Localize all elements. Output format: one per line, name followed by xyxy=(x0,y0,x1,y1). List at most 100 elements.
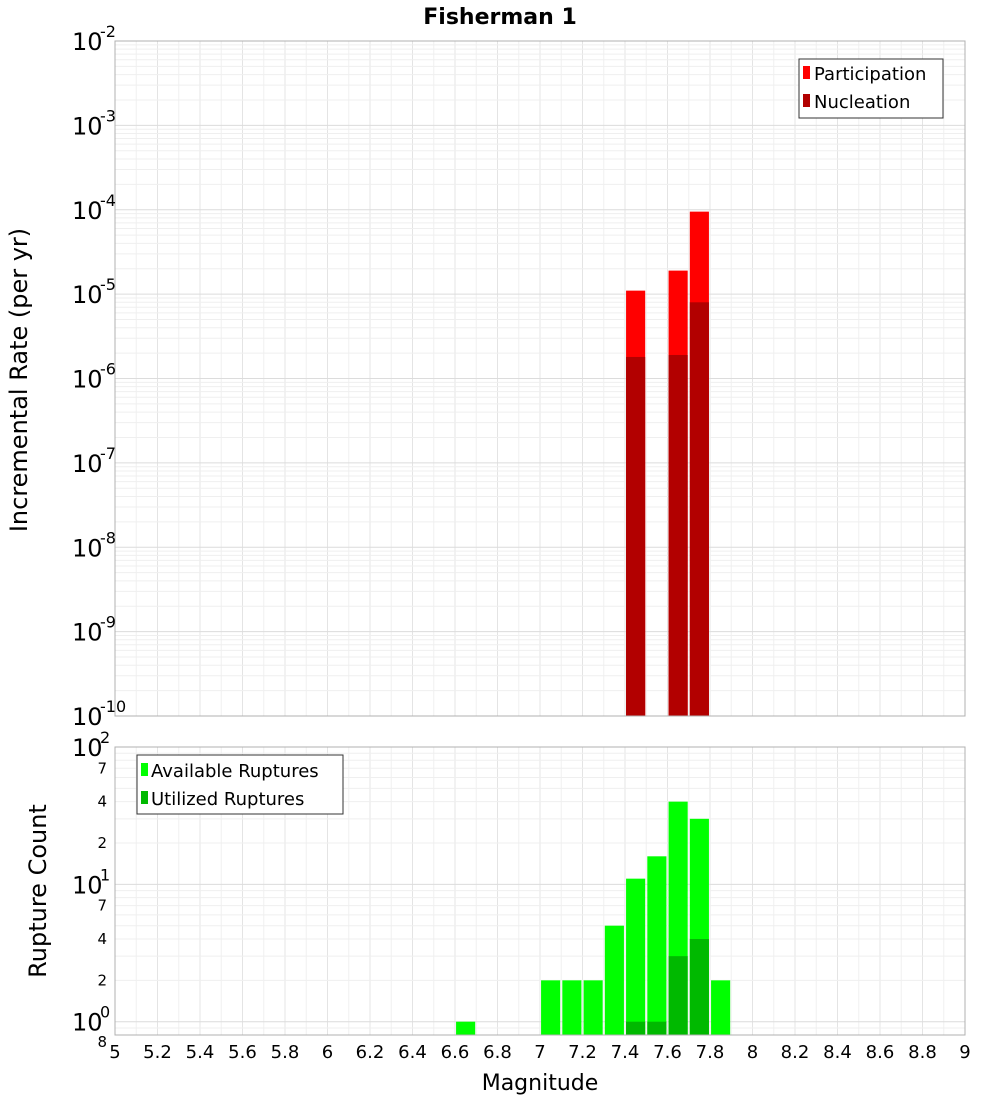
bottom-y-minor-tick-label: 4 xyxy=(97,930,107,948)
top-y-tick-base: 10 xyxy=(72,703,103,731)
top-y-tick-base: 10 xyxy=(72,450,103,478)
top-y-tick-label: 10-4 xyxy=(72,191,116,225)
bottom-y-tick-base: 10 xyxy=(72,1009,103,1037)
x-tick-label: 6 xyxy=(322,1042,333,1063)
bottom-y-tick-exponent: 0 xyxy=(100,1003,110,1022)
top-y-tick-base: 10 xyxy=(72,619,103,647)
bottom-y-minor-tick-label: 8 xyxy=(97,1033,107,1051)
x-tick-label: 8.6 xyxy=(866,1042,895,1063)
x-tick-label: 7 xyxy=(534,1042,545,1063)
participation-legend-label: Participation xyxy=(814,64,926,85)
participation-legend-swatch xyxy=(803,66,810,79)
top-y-tick-exponent: -8 xyxy=(100,528,116,547)
nucleation-bar xyxy=(689,302,709,716)
available-ruptures-bar xyxy=(456,1021,476,1035)
top-y-tick-label: 10-7 xyxy=(72,444,116,478)
top-y-tick-exponent: -7 xyxy=(100,444,116,463)
available-ruptures-bar xyxy=(562,980,582,1035)
top-legend-box xyxy=(798,58,944,119)
utilized-ruptures-bar xyxy=(668,956,688,1035)
available-ruptures-legend-label: Available Ruptures xyxy=(151,761,319,782)
bottom-legend: Available Ruptures Utilized Ruptures xyxy=(136,754,344,815)
bottom-y-minor-tick-label: 2 xyxy=(97,834,107,852)
bottom-y-tick-label: 101 xyxy=(72,865,110,899)
utilized-ruptures-bar xyxy=(647,1021,667,1035)
x-tick-label: 6.2 xyxy=(356,1042,385,1063)
top-y-tick-exponent: -10 xyxy=(100,697,126,716)
utilized-ruptures-legend-swatch xyxy=(141,791,148,804)
bottom-y-tick-label: 100 xyxy=(72,1003,110,1037)
available-ruptures-bar xyxy=(626,878,646,1035)
top-y-tick-base: 10 xyxy=(72,28,103,56)
top-grid xyxy=(114,41,966,717)
top-bars xyxy=(626,211,709,716)
top-y-tick-base: 10 xyxy=(72,112,103,140)
bottom-y-axis-label: Rupture Count xyxy=(24,804,52,978)
nucleation-bar xyxy=(626,356,646,716)
top-y-tick-label: 10-5 xyxy=(72,275,116,309)
x-tick-label: 5.4 xyxy=(186,1042,215,1063)
top-y-axis-label: Incremental Rate (per yr) xyxy=(5,228,33,532)
x-tick-label: 5.2 xyxy=(143,1042,172,1063)
x-tick-label: 7.2 xyxy=(568,1042,597,1063)
bottom-y-minor-tick-label: 2 xyxy=(97,971,107,989)
utilized-ruptures-bar xyxy=(689,939,709,1035)
top-y-tick-label: 10-9 xyxy=(72,613,116,647)
top-y-tick-label: 10-8 xyxy=(72,528,116,562)
top-y-tick-label: 10-2 xyxy=(72,22,116,56)
bottom-y-tick-label: 102 xyxy=(72,728,110,762)
x-tick-label: 6.4 xyxy=(398,1042,427,1063)
top-y-tick-exponent: -2 xyxy=(100,22,116,41)
nucleation-legend-label: Nucleation xyxy=(814,92,910,113)
x-tick-label: 8.2 xyxy=(781,1042,810,1063)
x-tick-label: 6.6 xyxy=(441,1042,470,1063)
bottom-y-minor-tick-label: 7 xyxy=(97,759,107,777)
available-ruptures-bar xyxy=(541,980,561,1035)
top-y-tick-base: 10 xyxy=(72,366,103,394)
utilized-ruptures-legend-label: Utilized Ruptures xyxy=(151,789,304,810)
bottom-y-tick-exponent: 2 xyxy=(100,728,110,747)
available-ruptures-bar xyxy=(711,980,731,1035)
x-tick-label: 8.4 xyxy=(823,1042,852,1063)
x-tick-labels: 5 5.2 5.4 5.6 5.8 6 6.2 6.4 6.6 6.8 7 7.2 7.4 7.6 7.8 8… xyxy=(109,1042,970,1063)
top-y-tick-exponent: -5 xyxy=(100,275,116,294)
top-y-tick-label: 10-10 xyxy=(72,697,126,731)
x-tick-label: 7.8 xyxy=(696,1042,725,1063)
top-y-tick-exponent: -3 xyxy=(100,106,116,125)
available-ruptures-bar xyxy=(583,980,603,1035)
available-ruptures-bar xyxy=(647,856,667,1035)
bottom-y-tick-base: 10 xyxy=(72,734,103,762)
top-y-tick-exponent: -9 xyxy=(100,613,116,632)
nucleation-bar xyxy=(668,354,688,716)
bottom-bars xyxy=(456,801,731,1035)
top-y-tick-label: 10-3 xyxy=(72,106,116,140)
top-y-tick-base: 10 xyxy=(72,281,103,309)
bottom-y-minor-tick-label: 7 xyxy=(97,897,107,915)
top-y-tick-label: 10-6 xyxy=(72,360,116,394)
x-tick-label: 8.8 xyxy=(908,1042,937,1063)
nucleation-legend-swatch xyxy=(803,94,810,107)
x-tick-label: 5.8 xyxy=(271,1042,300,1063)
top-plot-border xyxy=(114,40,966,717)
top-legend: Participation Nucleation xyxy=(798,58,944,119)
x-tick-label: 8 xyxy=(747,1042,758,1063)
top-y-tick-exponent: -4 xyxy=(100,191,116,210)
x-tick-label: 6.8 xyxy=(483,1042,512,1063)
x-axis-label: Magnitude xyxy=(482,1071,599,1096)
utilized-ruptures-bar xyxy=(626,1021,646,1035)
bottom-y-tick-base: 10 xyxy=(72,871,103,899)
bottom-legend-box xyxy=(136,754,344,815)
x-tick-label: 7.4 xyxy=(611,1042,640,1063)
bottom-plot-border xyxy=(114,746,966,1036)
bottom-y-tick-exponent: 1 xyxy=(100,865,110,884)
bottom-y-minor-tick-label: 4 xyxy=(97,793,107,811)
chart-title: Fisherman 1 xyxy=(423,5,577,30)
top-y-tick-base: 10 xyxy=(72,534,103,562)
x-tick-label: 5.6 xyxy=(228,1042,257,1063)
x-tick-label: 5 xyxy=(109,1042,120,1063)
available-ruptures-legend-swatch xyxy=(141,763,148,776)
